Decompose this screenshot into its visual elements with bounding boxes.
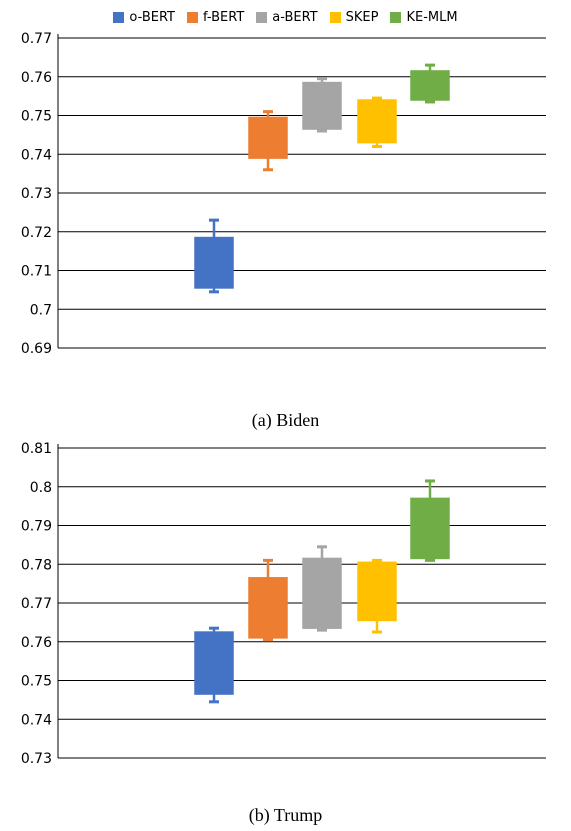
legend-item-o-bert: o-BERT bbox=[113, 10, 175, 25]
y-tick-label: 0.7 bbox=[30, 302, 52, 318]
legend-label: KE-MLM bbox=[406, 9, 458, 25]
chart-trump: 0.73 0.74 0.75 0.76 0.77 0.78 0.79 0.8 0.81 bbox=[21, 441, 546, 767]
y-tick-label: 0.74 bbox=[21, 712, 52, 728]
y-tick-label: 0.8 bbox=[30, 480, 52, 496]
y-tick-label: 0.77 bbox=[21, 596, 52, 612]
y-tick-label: 0.69 bbox=[21, 341, 52, 357]
legend-swatch bbox=[113, 11, 125, 23]
legend-item-ke-mlm: KE-MLM bbox=[390, 9, 458, 25]
caption-biden: (a) Biden bbox=[251, 410, 320, 430]
chart-biden: 0.69 0.7 0.71 0.72 0.73 0.74 0.75 0.76 0.77 bbox=[21, 31, 546, 357]
legend-swatch bbox=[256, 11, 268, 23]
legend-label: a-BERT bbox=[272, 9, 318, 25]
box-skep bbox=[357, 99, 397, 144]
legend-label: o-BERT bbox=[129, 9, 175, 25]
legend-item-a-bert: a-BERT bbox=[256, 9, 318, 25]
box-f-bert bbox=[248, 577, 288, 639]
box-skep bbox=[357, 561, 397, 622]
legend-label: SKEP bbox=[345, 9, 379, 25]
box-o-bert bbox=[194, 236, 234, 289]
y-tick-label: 0.71 bbox=[21, 264, 52, 280]
y-tick-label: 0.74 bbox=[21, 147, 52, 163]
y-tick-label: 0.75 bbox=[21, 674, 52, 690]
box-ke-mlm bbox=[410, 70, 450, 101]
legend-item-f-bert: f-BERT bbox=[187, 10, 244, 25]
legend-label: f-BERT bbox=[203, 9, 245, 25]
box-a-bert bbox=[302, 557, 342, 629]
y-tick-label: 0.72 bbox=[21, 225, 52, 241]
legend-swatch bbox=[390, 11, 402, 23]
box-a-bert bbox=[302, 81, 342, 130]
y-tick-label: 0.75 bbox=[21, 109, 52, 125]
legend-item-skep: SKEP bbox=[329, 9, 379, 25]
legend: o-BERT f-BERT a-BERT SKEP KE-MLM bbox=[0, 7, 571, 27]
caption-trump: (b) Trump bbox=[248, 805, 323, 825]
y-tick-label: 0.78 bbox=[21, 557, 52, 573]
box-ke-mlm bbox=[410, 497, 450, 560]
y-tick-label: 0.79 bbox=[21, 519, 52, 535]
y-tick-label: 0.81 bbox=[21, 441, 52, 457]
box-o-bert bbox=[194, 631, 234, 695]
legend-swatch bbox=[187, 11, 198, 23]
legend-swatch bbox=[329, 11, 341, 23]
y-tick-label: 0.73 bbox=[21, 186, 52, 202]
y-tick-label: 0.77 bbox=[21, 31, 52, 47]
box-f-bert bbox=[248, 116, 288, 159]
y-tick-label: 0.76 bbox=[21, 70, 52, 86]
y-tick-label: 0.76 bbox=[21, 635, 52, 651]
y-tick-label: 0.73 bbox=[21, 751, 52, 767]
